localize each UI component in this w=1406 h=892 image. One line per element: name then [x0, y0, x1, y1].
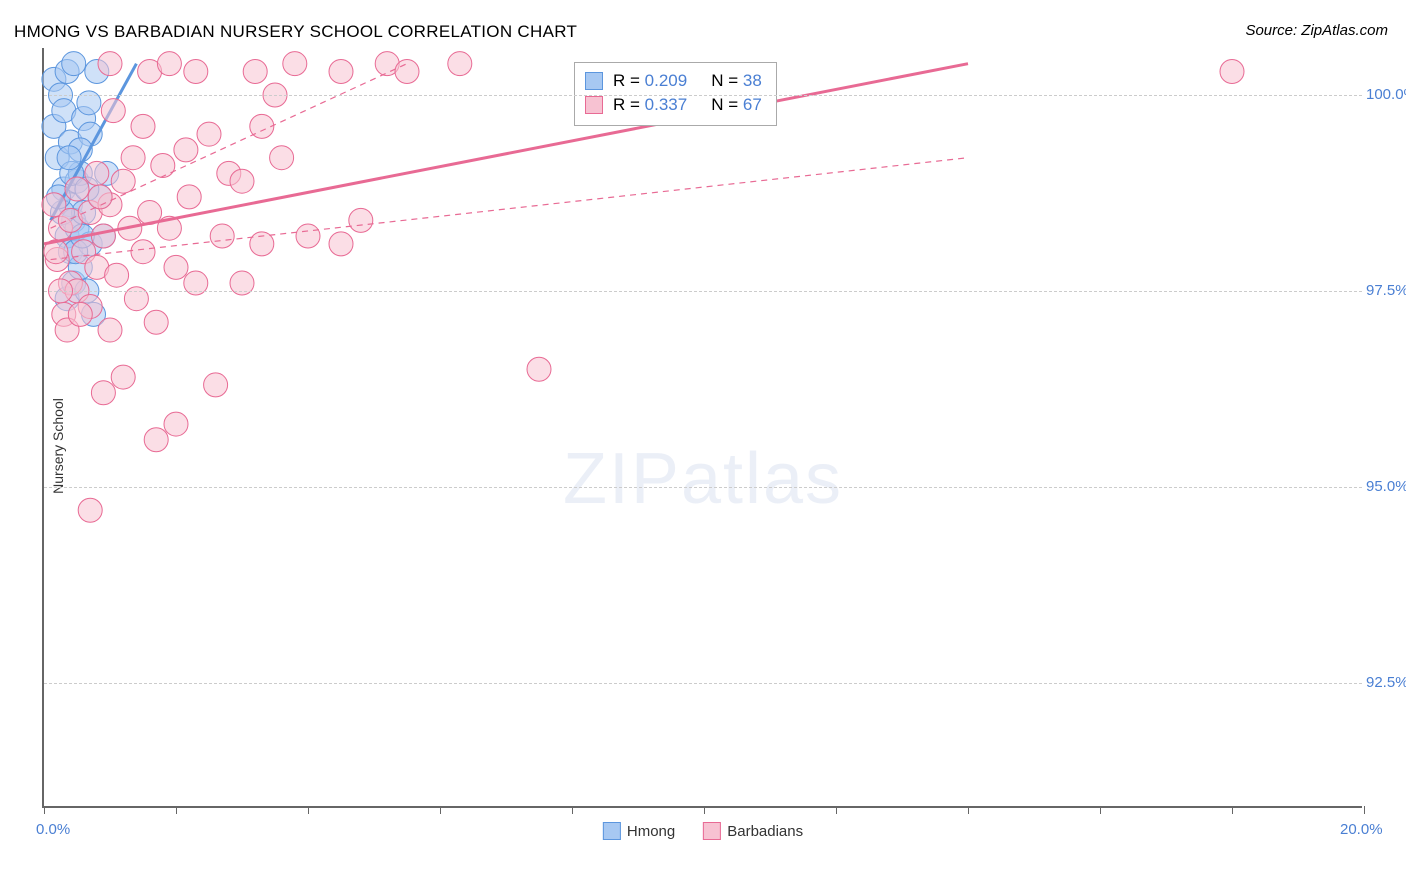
x-tick-label: 20.0% — [1340, 821, 1383, 838]
data-point — [243, 60, 267, 84]
x-tick — [176, 806, 177, 814]
data-point — [204, 373, 228, 397]
x-tick — [968, 806, 969, 814]
data-point — [177, 185, 201, 209]
stats-n-label: N = 38 — [711, 71, 762, 91]
stats-r-value-barbadians: 0.337 — [645, 95, 688, 114]
data-point — [395, 60, 419, 84]
x-tick — [572, 806, 573, 814]
stats-row-barbadians: R = 0.337 N = 67 — [585, 93, 762, 117]
data-point — [91, 224, 115, 248]
correlation-stats-box: R = 0.209 N = 38 R = 0.337 N = 67 — [574, 62, 777, 126]
data-point — [131, 240, 155, 264]
legend-item-barbadians: Barbadians — [703, 822, 803, 840]
legend-label-barbadians: Barbadians — [727, 823, 803, 840]
stats-n-label: N = 67 — [711, 95, 762, 115]
data-point — [329, 232, 353, 256]
data-point — [164, 255, 188, 279]
x-tick — [44, 806, 45, 814]
stats-swatch-hmong — [585, 72, 603, 90]
x-tick — [1100, 806, 1101, 814]
data-point — [62, 52, 86, 76]
gridline — [44, 95, 1362, 96]
stats-r-label: R = 0.337 — [613, 95, 687, 115]
data-point — [144, 428, 168, 452]
y-tick-label: 97.5% — [1366, 282, 1406, 299]
x-tick-label: 0.0% — [36, 821, 70, 838]
data-point — [1220, 60, 1244, 84]
stats-swatch-barbadians — [585, 96, 603, 114]
x-tick — [704, 806, 705, 814]
stats-n-value-barbadians: 67 — [743, 95, 762, 114]
data-point — [270, 146, 294, 170]
stats-n-value-hmong: 38 — [743, 71, 762, 90]
data-point — [98, 318, 122, 342]
data-point — [296, 224, 320, 248]
data-point — [121, 146, 145, 170]
x-tick — [1364, 806, 1365, 814]
y-tick-label: 92.5% — [1366, 674, 1406, 691]
data-point — [111, 169, 135, 193]
bottom-legend: Hmong Barbadians — [603, 822, 803, 840]
data-point — [57, 146, 81, 170]
data-point — [78, 498, 102, 522]
data-point — [151, 154, 175, 178]
data-point — [329, 60, 353, 84]
data-point — [197, 122, 221, 146]
y-tick-label: 100.0% — [1366, 86, 1406, 103]
y-tick-label: 95.0% — [1366, 478, 1406, 495]
data-point — [527, 357, 551, 381]
source-attribution: Source: ZipAtlas.com — [1245, 22, 1388, 39]
data-point — [157, 52, 181, 76]
legend-label-hmong: Hmong — [627, 823, 675, 840]
gridline — [44, 683, 1362, 684]
legend-swatch-hmong — [603, 822, 621, 840]
data-point — [210, 224, 234, 248]
data-point — [105, 263, 129, 287]
data-point — [68, 302, 92, 326]
x-tick — [440, 806, 441, 814]
data-point — [91, 381, 115, 405]
data-point — [164, 412, 188, 436]
gridline — [44, 487, 1362, 488]
legend-swatch-barbadians — [703, 822, 721, 840]
data-point — [230, 169, 254, 193]
data-point — [283, 52, 307, 76]
x-tick — [1232, 806, 1233, 814]
x-tick — [836, 806, 837, 814]
data-point — [174, 138, 198, 162]
data-point — [448, 52, 472, 76]
data-point — [131, 114, 155, 138]
stats-r-value-hmong: 0.209 — [645, 71, 688, 90]
legend-item-hmong: Hmong — [603, 822, 675, 840]
x-tick — [308, 806, 309, 814]
data-point — [349, 208, 373, 232]
chart-plot-area: ZIPatlas R = 0.209 N = 38 R = 0.337 N = … — [42, 48, 1362, 808]
data-point — [144, 310, 168, 334]
data-point — [65, 177, 89, 201]
gridline — [44, 291, 1362, 292]
data-point — [88, 185, 112, 209]
stats-row-hmong: R = 0.209 N = 38 — [585, 69, 762, 93]
data-point — [98, 52, 122, 76]
data-point — [85, 161, 109, 185]
stats-r-label: R = 0.209 — [613, 71, 687, 91]
chart-title: HMONG VS BARBADIAN NURSERY SCHOOL CORREL… — [14, 22, 577, 42]
scatter-plot-svg — [44, 48, 1362, 806]
data-point — [111, 365, 135, 389]
data-point — [101, 99, 125, 123]
data-point — [184, 60, 208, 84]
